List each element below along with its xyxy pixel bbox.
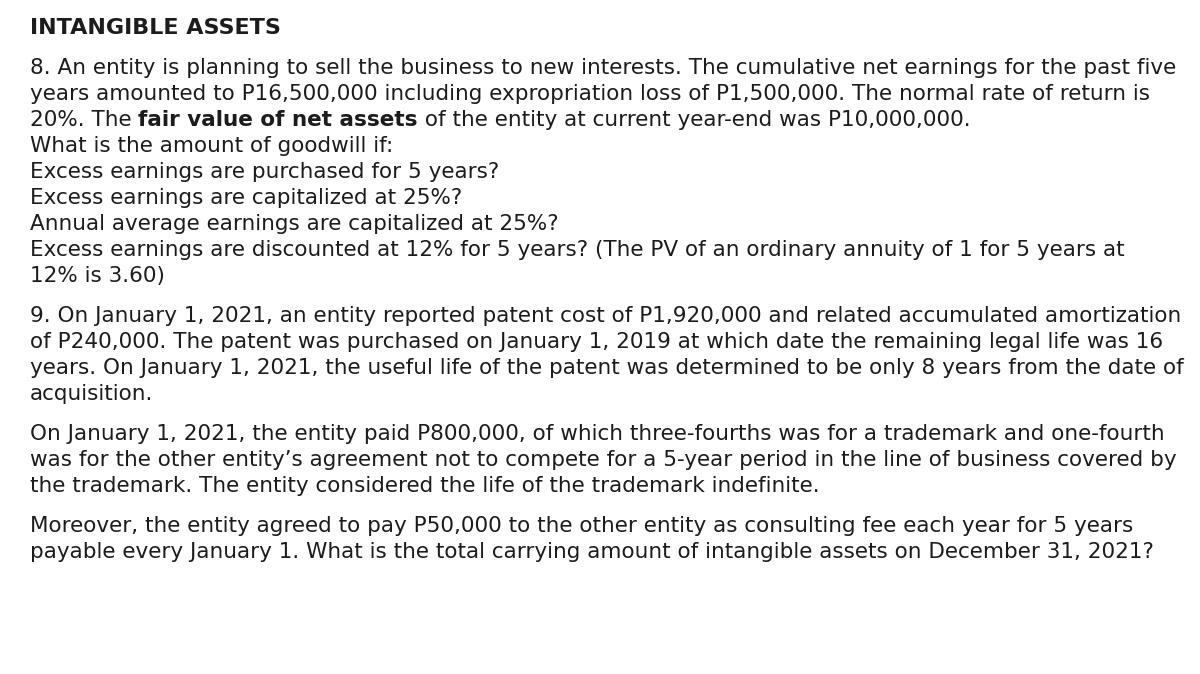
Text: fair value of net assets: fair value of net assets bbox=[138, 110, 418, 130]
Text: INTANGIBLE ASSETS: INTANGIBLE ASSETS bbox=[30, 18, 281, 38]
Text: 20%. The: 20%. The bbox=[30, 110, 138, 130]
Text: Moreover, the entity agreed to pay P50,000 to the other entity as consulting fee: Moreover, the entity agreed to pay P50,0… bbox=[30, 516, 1133, 536]
Text: Annual average earnings are capitalized at 25%?: Annual average earnings are capitalized … bbox=[30, 214, 559, 234]
Text: 12% is 3.60): 12% is 3.60) bbox=[30, 266, 164, 286]
Text: the trademark. The entity considered the life of the trademark indefinite.: the trademark. The entity considered the… bbox=[30, 476, 820, 496]
Text: payable every January 1. What is the total carrying amount of intangible assets : payable every January 1. What is the tot… bbox=[30, 542, 1154, 562]
Text: years. On January 1, 2021, the useful life of the patent was determined to be on: years. On January 1, 2021, the useful li… bbox=[30, 358, 1183, 378]
Text: years amounted to P16,500,000 including expropriation loss of P1,500,000. The no: years amounted to P16,500,000 including … bbox=[30, 84, 1150, 104]
Text: 9. On January 1, 2021, an entity reported patent cost of P1,920,000 and related : 9. On January 1, 2021, an entity reporte… bbox=[30, 306, 1181, 326]
Text: of P240,000. The patent was purchased on January 1, 2019 at which date the remai: of P240,000. The patent was purchased on… bbox=[30, 332, 1163, 352]
Text: Excess earnings are capitalized at 25%?: Excess earnings are capitalized at 25%? bbox=[30, 188, 462, 208]
Text: What is the amount of goodwill if:: What is the amount of goodwill if: bbox=[30, 136, 394, 156]
Text: 8. An entity is planning to sell the business to new interests. The cumulative n: 8. An entity is planning to sell the bus… bbox=[30, 58, 1176, 78]
Text: of the entity at current year-end was P10,000,000.: of the entity at current year-end was P1… bbox=[418, 110, 971, 130]
Text: acquisition.: acquisition. bbox=[30, 384, 154, 404]
Text: was for the other entity’s agreement not to compete for a 5-year period in the l: was for the other entity’s agreement not… bbox=[30, 450, 1177, 470]
Text: Excess earnings are discounted at 12% for 5 years? (The PV of an ordinary annuit: Excess earnings are discounted at 12% fo… bbox=[30, 240, 1124, 260]
Text: Excess earnings are purchased for 5 years?: Excess earnings are purchased for 5 year… bbox=[30, 162, 499, 182]
Text: On January 1, 2021, the entity paid P800,000, of which three-fourths was for a t: On January 1, 2021, the entity paid P800… bbox=[30, 424, 1165, 444]
